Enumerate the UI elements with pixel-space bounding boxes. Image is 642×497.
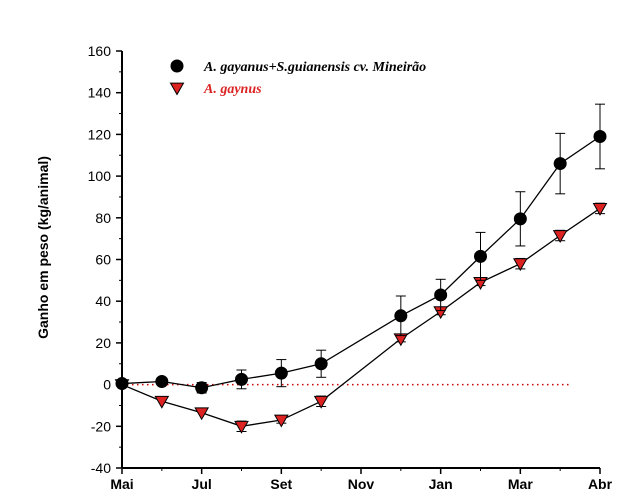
y-tick-label: -20 bbox=[91, 418, 111, 434]
data-point bbox=[313, 395, 329, 409]
data-point bbox=[273, 414, 289, 428]
data-point bbox=[194, 407, 210, 421]
y-tick-label: 120 bbox=[88, 126, 112, 142]
series-line bbox=[121, 135, 601, 389]
data-point bbox=[593, 129, 607, 143]
x-tick-label: Mar bbox=[508, 476, 533, 492]
x-tick-label: Nov bbox=[348, 476, 375, 492]
y-tick-label: -40 bbox=[91, 460, 111, 476]
y-tick-label: 140 bbox=[88, 85, 112, 101]
data-point bbox=[234, 420, 249, 434]
y-tick-label: 160 bbox=[88, 43, 112, 59]
data-point bbox=[434, 288, 448, 302]
data-point bbox=[592, 203, 608, 216]
data-point bbox=[155, 374, 169, 388]
x-tick-label: Set bbox=[270, 476, 292, 492]
data-point bbox=[314, 357, 328, 371]
data-point bbox=[195, 381, 209, 395]
series-consortium bbox=[115, 103, 607, 395]
data-point bbox=[513, 212, 527, 226]
data-point bbox=[474, 249, 487, 263]
data-point bbox=[553, 157, 567, 171]
y-tick-label: 0 bbox=[103, 377, 111, 393]
y-tick-label: 40 bbox=[95, 293, 111, 309]
legend-marker bbox=[170, 59, 184, 73]
x-tick-label: Jul bbox=[192, 476, 212, 492]
series-line bbox=[121, 207, 601, 427]
y-tick-label: 100 bbox=[88, 168, 112, 184]
x-tick-label: Jan bbox=[429, 476, 453, 492]
series-grass bbox=[114, 202, 608, 434]
y-tick-label: 20 bbox=[95, 335, 111, 351]
data-point bbox=[274, 366, 288, 380]
y-axis-title: Ganho em peso (kg/animal) bbox=[35, 156, 51, 339]
tick-layer: -40 -20 0 20 40 60 80 100 120 140 160 Mai Jul Set Nov J… bbox=[88, 43, 613, 492]
axes-layer bbox=[121, 51, 600, 469]
y-tick-label: 60 bbox=[95, 252, 111, 268]
y-tick-label: 80 bbox=[95, 210, 111, 226]
data-point bbox=[394, 309, 408, 323]
legend-label: A. gayanus+S.guianensis cv. Mineirão bbox=[203, 60, 426, 75]
legend: A. gayanus+S.guianensis cv. Mineirão A. g… bbox=[169, 59, 426, 97]
data-point bbox=[235, 372, 248, 386]
legend-marker bbox=[169, 82, 185, 96]
x-tick-label: Mai bbox=[110, 476, 133, 492]
data-point bbox=[512, 258, 528, 272]
legend-label: A. gaynus bbox=[203, 82, 262, 97]
data-point bbox=[552, 230, 568, 244]
series-layer bbox=[114, 103, 608, 434]
data-point bbox=[154, 395, 170, 409]
x-tick-label: Abr bbox=[588, 476, 613, 492]
